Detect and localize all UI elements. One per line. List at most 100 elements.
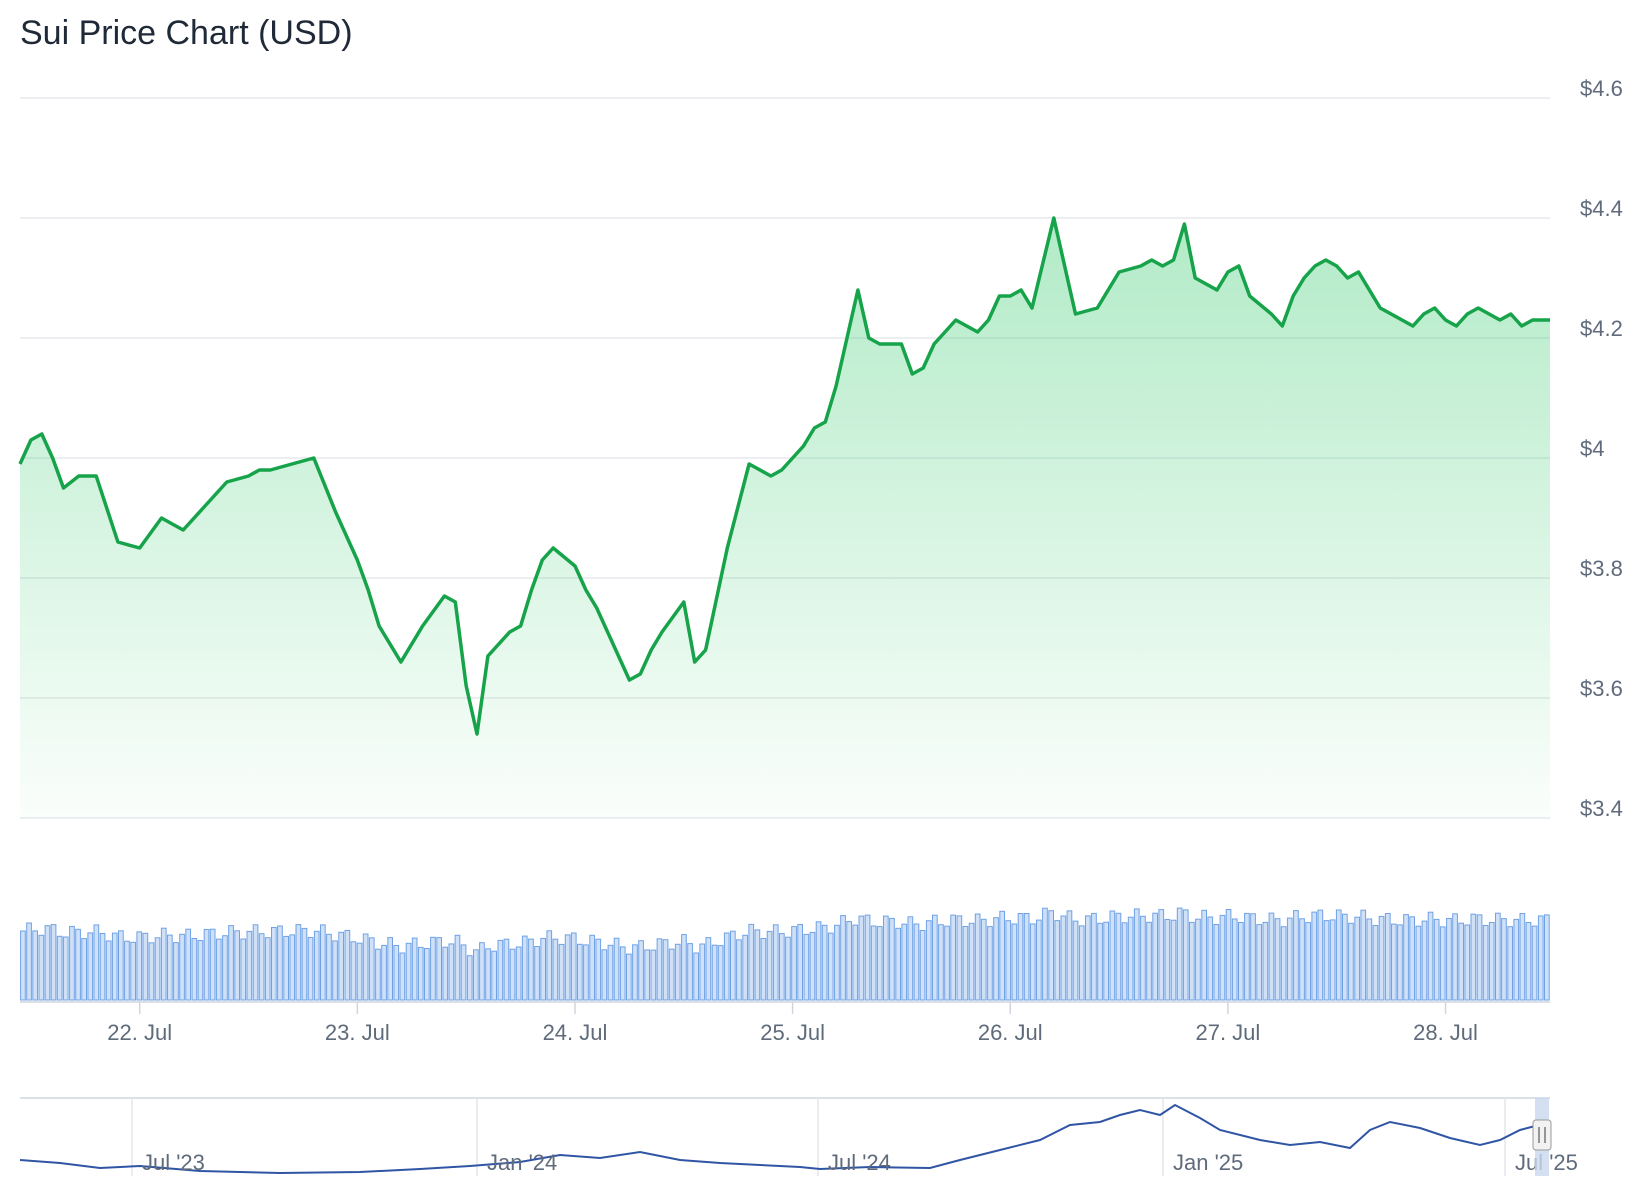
volume-bar (570, 932, 577, 1001)
volume-bar (1286, 917, 1293, 1001)
volume-bar (1189, 921, 1195, 1001)
volume-bar (1323, 920, 1330, 1001)
volume-bar (1342, 913, 1348, 1001)
volume-bar (509, 948, 516, 1001)
volume-bar (1078, 925, 1085, 1001)
volume-bars (20, 907, 1550, 1001)
volume-bar (320, 924, 326, 1001)
volume-bar (1299, 918, 1305, 1001)
volume-bar (1121, 922, 1128, 1001)
volume-bar (1182, 909, 1189, 1001)
volume-bar (748, 923, 755, 1001)
navigator-handle[interactable] (1532, 1119, 1552, 1151)
volume-bar (515, 946, 522, 1001)
volume-bar (552, 938, 559, 1001)
volume-bar (803, 933, 810, 1001)
volume-bar (1103, 921, 1110, 1001)
volume-bar (1335, 909, 1342, 1001)
volume-bar (1458, 922, 1465, 1001)
volume-bar (130, 941, 137, 1001)
volume-bar (1409, 916, 1416, 1001)
volume-bar (1513, 918, 1520, 1001)
volume-bar (1250, 913, 1256, 1001)
y-tick-label: $4.6 (1580, 76, 1623, 101)
volume-bar (1152, 912, 1159, 1001)
volume-bar (307, 937, 314, 1001)
volume-bar (1464, 924, 1471, 1001)
volume-bar (283, 935, 289, 1001)
x-tick-label: 22. Jul (107, 1020, 172, 1045)
volume-bar (99, 933, 106, 1001)
volume-bar (1415, 925, 1422, 1001)
volume-bar (528, 938, 534, 1001)
volume-bar (613, 937, 620, 1001)
volume-bar (1531, 925, 1538, 1001)
volume-bar (1207, 916, 1214, 1001)
volume-bar (583, 944, 589, 1001)
volume-bar (644, 949, 650, 1001)
volume-bar (827, 932, 834, 1001)
volume-bar (1115, 912, 1122, 1001)
volume-bar (87, 932, 94, 1001)
volume-bar (154, 937, 161, 1001)
volume-bar (974, 913, 981, 1001)
volume-bar (1042, 907, 1048, 1001)
volume-bar (375, 948, 381, 1001)
volume-bar (1201, 909, 1208, 1001)
volume-bar (1360, 909, 1367, 1001)
volume-bar (821, 924, 828, 1001)
volume-bar (136, 931, 143, 1001)
x-tick-label: 23. Jul (325, 1020, 390, 1045)
volume-bar (350, 941, 357, 1001)
volume-bar (62, 936, 69, 1001)
volume-bar (889, 917, 895, 1001)
volume-bar (344, 929, 351, 1001)
volume-bar (466, 955, 473, 1001)
volume-bar (540, 937, 546, 1001)
volume-bar (81, 938, 88, 1001)
volume-bar (1158, 909, 1165, 1001)
volume-bar (754, 929, 761, 1001)
volume-bar (907, 916, 914, 1001)
volume-bar (925, 920, 932, 1001)
volume-bar (1519, 913, 1526, 1001)
volume-bar (277, 925, 283, 1001)
volume-bar (681, 934, 687, 1001)
x-tick-label: 26. Jul (978, 1020, 1043, 1045)
volume-bar (1537, 915, 1544, 1001)
volume-bar (473, 949, 479, 1001)
volume-bar (1060, 915, 1067, 1001)
range-navigator[interactable]: Jul '23 Jan '24 Jul '24 Jan '25 Jul '25 (19, 1097, 1578, 1176)
volume-bar (1305, 922, 1312, 1001)
volume-bar (258, 933, 265, 1001)
volume-bar (656, 938, 663, 1001)
volume-bar (1109, 910, 1116, 1001)
volume-bar (730, 930, 736, 1001)
volume-bar (1311, 911, 1318, 1001)
y-tick-label: $3.4 (1580, 796, 1623, 821)
volume-bar (797, 924, 803, 1001)
volume-bar (558, 943, 565, 1001)
volume-bar (638, 940, 644, 1001)
volume-bar (1268, 912, 1275, 1001)
volume-bar (1403, 914, 1409, 1001)
price-area (20, 218, 1550, 818)
volume-bar (252, 924, 259, 1001)
volume-bar (699, 943, 706, 1001)
volume-bar (999, 910, 1005, 1001)
volume-bar (381, 944, 387, 1001)
volume-bar (56, 935, 63, 1001)
volume-bar (1091, 912, 1097, 1001)
volume-bar (1495, 912, 1501, 1001)
volume-bar (1072, 920, 1079, 1001)
volume-bar (809, 931, 816, 1001)
navigator-x-label: Jul '23 (142, 1150, 205, 1175)
volume-bar (1317, 909, 1324, 1001)
volume-bar (840, 915, 846, 1001)
volume-bar (448, 943, 455, 1001)
volume-bar (834, 924, 840, 1001)
volume-bar (1366, 918, 1373, 1001)
volume-bar (760, 938, 767, 1001)
volume-bar (705, 937, 712, 1001)
